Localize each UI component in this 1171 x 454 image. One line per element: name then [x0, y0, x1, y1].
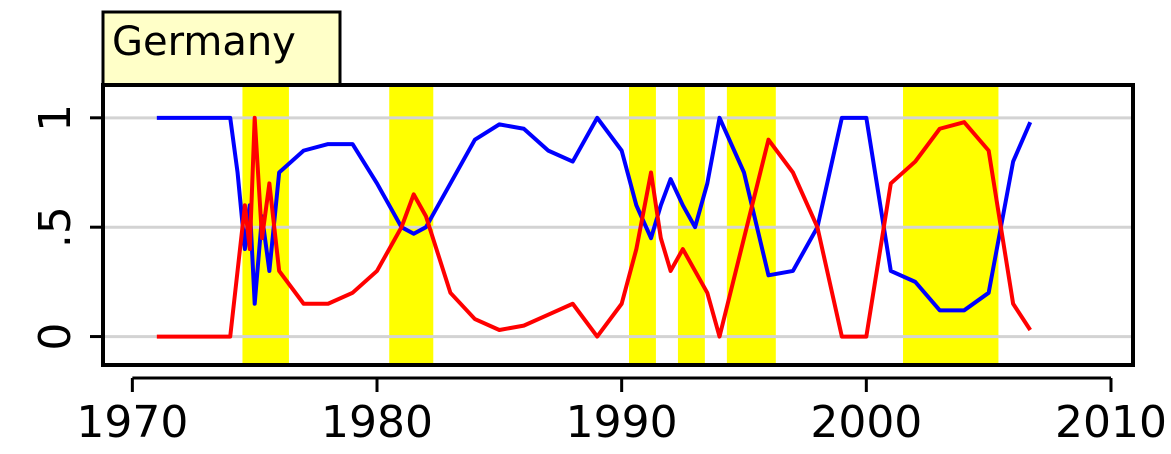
series-line — [156, 115, 1032, 339]
title-box — [101, 10, 342, 87]
y-tick-label: 1 — [30, 104, 81, 132]
plot-frame — [101, 83, 1135, 367]
series-line — [156, 115, 1033, 313]
y-tick-label: .5 — [30, 206, 81, 248]
x-tick-label: 1980 — [321, 397, 433, 448]
shaded-region — [903, 85, 999, 365]
chart-title: Germany — [112, 19, 296, 65]
y-tick-label: 0 — [30, 323, 81, 351]
shaded-region — [677, 85, 705, 365]
x-tick-label: 2010 — [1055, 397, 1167, 448]
shaded-region — [726, 85, 776, 365]
x-tick-label: 1990 — [566, 397, 678, 448]
x-tick-label: 2000 — [810, 397, 922, 448]
x-tick-label: 1970 — [76, 397, 188, 448]
plot-area — [103, 85, 1133, 365]
